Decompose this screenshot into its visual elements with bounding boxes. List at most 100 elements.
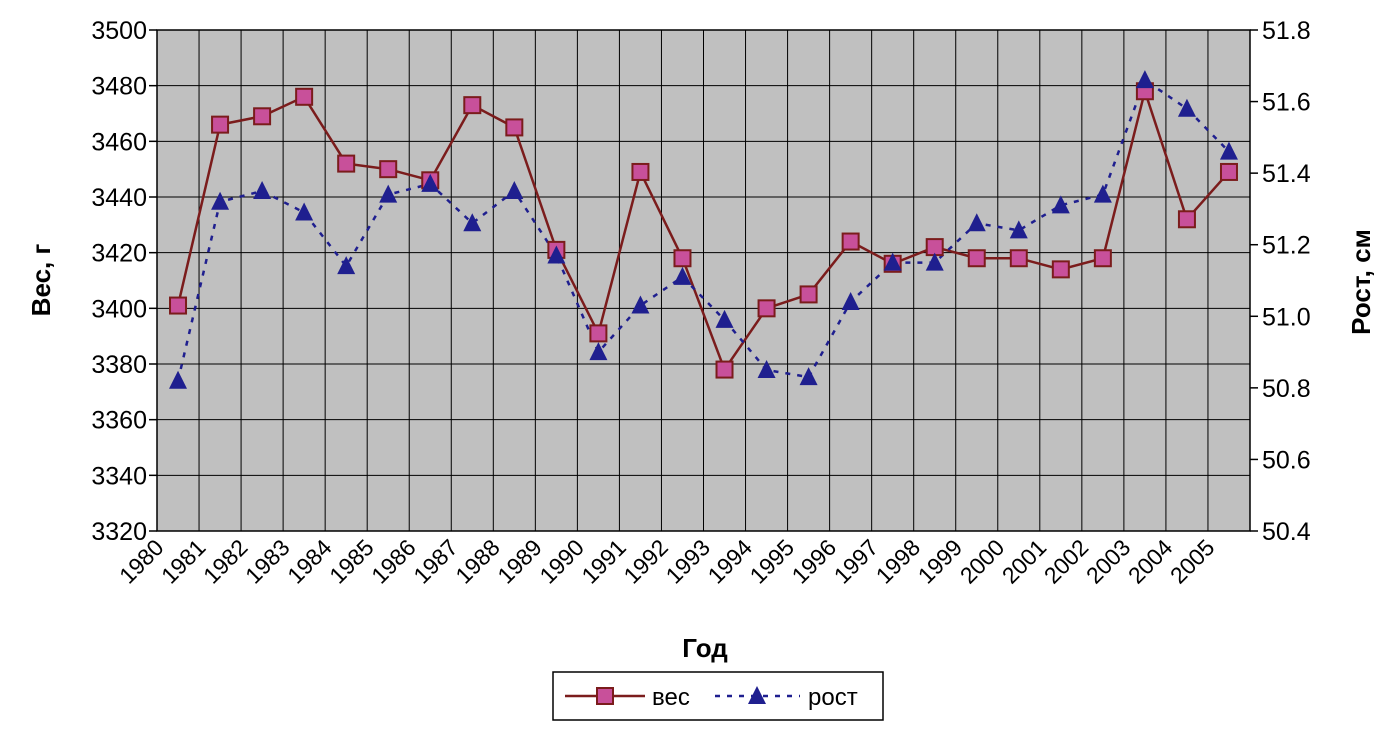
data-point-weight	[967, 249, 986, 268]
x-tick-label: 2002	[1039, 534, 1094, 589]
y2-tick-label: 50.6	[1262, 446, 1311, 474]
y-tick-label: 3440	[91, 184, 147, 212]
data-point-height	[421, 173, 440, 192]
data-point-weight	[463, 96, 482, 115]
data-point-weight	[169, 296, 188, 315]
x-tick-label: 1992	[618, 534, 673, 589]
y-tick-label: 3420	[91, 240, 147, 268]
x-tick-label: 1990	[534, 534, 589, 589]
data-point-weight	[715, 360, 734, 379]
x-tick-label: 1996	[787, 534, 842, 589]
x-tick-label: 1985	[324, 534, 379, 589]
data-point-weight	[1093, 249, 1112, 268]
data-point-height	[337, 256, 356, 275]
data-point-height	[799, 367, 818, 386]
data-point-weight	[799, 285, 818, 304]
data-point-weight	[673, 249, 692, 268]
x-tick-label: 1981	[156, 534, 211, 589]
series-markers	[169, 70, 1238, 389]
x-tick-label: 1989	[492, 534, 547, 589]
legend-marker-weight	[596, 687, 614, 705]
x-tick-label: 2003	[1081, 534, 1136, 589]
x-tick-label: 1984	[282, 534, 337, 589]
data-point-height	[967, 213, 986, 232]
data-point-height	[463, 213, 482, 232]
y-tick-label: 3380	[91, 351, 147, 379]
data-point-height	[1135, 70, 1154, 89]
y-tick-label: 3360	[91, 407, 147, 435]
y2-axis-title: Рост, см	[1346, 229, 1376, 335]
data-point-weight	[1219, 162, 1238, 181]
x-tick-label: 1994	[703, 534, 758, 589]
data-point-weight	[505, 118, 524, 137]
y-tick-label: 3460	[91, 128, 147, 156]
legend: вес рост	[552, 671, 884, 721]
data-point-height	[379, 184, 398, 203]
data-point-height	[673, 266, 692, 285]
data-point-height	[715, 309, 734, 328]
data-point-height	[547, 245, 566, 264]
data-point-height	[1177, 98, 1196, 117]
data-point-weight	[1051, 260, 1070, 279]
x-tick-label: 1991	[576, 534, 631, 589]
data-point-weight	[841, 232, 860, 251]
x-tick-label: 1998	[871, 534, 926, 589]
data-point-weight	[295, 87, 314, 106]
y2-tick-label: 50.8	[1262, 375, 1311, 403]
x-tick-label: 2005	[1165, 534, 1220, 589]
data-point-height	[1009, 220, 1028, 239]
data-point-height	[211, 191, 230, 210]
y-tick-label: 3480	[91, 73, 147, 101]
data-point-height	[1051, 195, 1070, 214]
data-point-height	[169, 370, 188, 389]
y-tick-label: 3400	[91, 295, 147, 323]
x-tick-label: 2004	[1123, 534, 1178, 589]
y2-tick-label: 51.6	[1262, 89, 1311, 117]
legend-label-weight: вес	[652, 684, 690, 711]
data-point-weight	[1009, 249, 1028, 268]
y-axis-title: Вес, г	[26, 244, 56, 317]
x-tick-label: 1993	[660, 534, 715, 589]
x-tick-label: 1986	[366, 534, 421, 589]
y-tick-label: 3340	[91, 462, 147, 490]
x-tick-label: 1988	[450, 534, 505, 589]
y-tick-label: 3320	[91, 518, 147, 546]
x-tick-label: 1983	[240, 534, 295, 589]
x-tick-label: 2001	[997, 534, 1052, 589]
x-tick-label: 1995	[745, 534, 800, 589]
data-point-weight	[1177, 210, 1196, 229]
grid-lines	[157, 29, 1250, 532]
legend-marker-height	[748, 686, 766, 704]
legend-label-height: рост	[808, 684, 858, 711]
data-point-height	[295, 202, 314, 221]
data-point-height	[631, 295, 650, 314]
y2-tick-label: 50.4	[1262, 518, 1311, 546]
data-point-weight	[379, 160, 398, 179]
y-tick-label: 3500	[91, 17, 147, 45]
data-point-height	[1093, 184, 1112, 203]
x-tick-label: 1997	[829, 534, 884, 589]
x-tick-label: 1987	[408, 534, 463, 589]
data-point-weight	[211, 115, 230, 134]
y2-tick-label: 51.4	[1262, 160, 1311, 188]
data-point-height	[1219, 141, 1238, 160]
data-point-weight	[337, 154, 356, 173]
data-point-weight	[253, 107, 272, 126]
y2-tick-label: 51.2	[1262, 232, 1311, 260]
y2-tick-label: 51.8	[1262, 17, 1311, 45]
data-point-height	[925, 252, 944, 271]
x-tick-label: 1999	[913, 534, 968, 589]
x-axis-title: Год	[682, 633, 728, 663]
data-point-height	[589, 342, 608, 361]
x-tick-label: 2000	[955, 534, 1010, 589]
data-point-height	[253, 181, 272, 200]
data-point-height	[841, 291, 860, 310]
data-point-height	[505, 181, 524, 200]
data-point-weight	[631, 162, 650, 181]
x-tick-label: 1982	[198, 534, 253, 589]
data-point-height	[757, 359, 776, 378]
y2-tick-label: 51.0	[1262, 303, 1311, 331]
data-point-height	[883, 252, 902, 271]
